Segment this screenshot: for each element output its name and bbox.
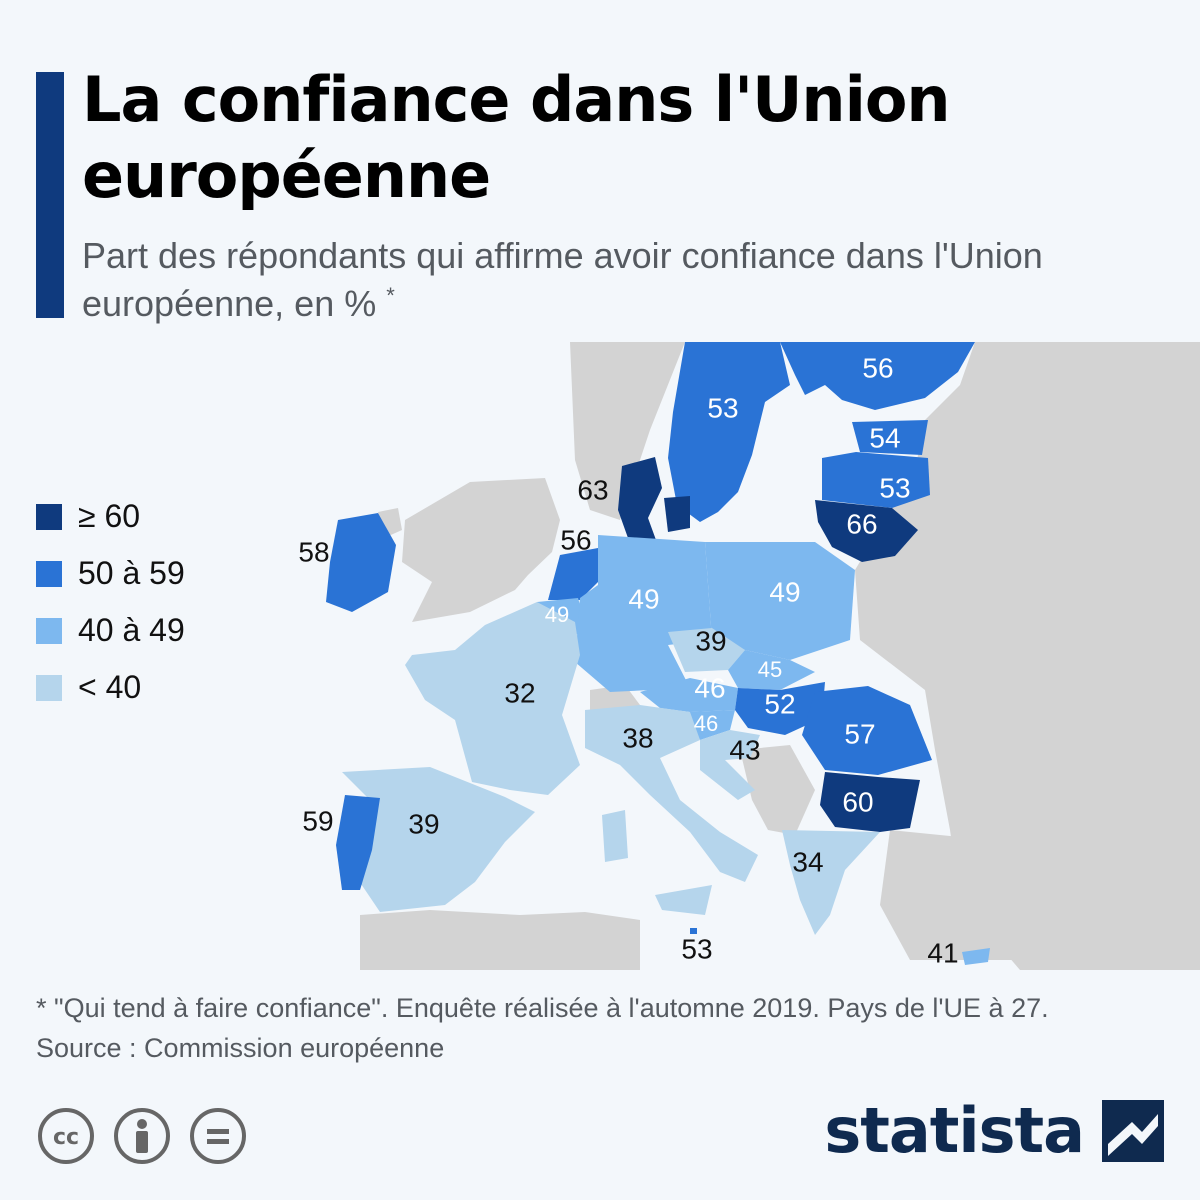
country-lithuania xyxy=(815,500,918,562)
country-bulgaria xyxy=(820,772,920,832)
country-italy xyxy=(585,705,758,882)
map-value-label: 49 xyxy=(769,576,800,607)
country-austria xyxy=(640,678,738,712)
country-sicily xyxy=(655,885,712,915)
country-czechia xyxy=(668,628,745,672)
country-croatia xyxy=(700,730,760,800)
source-text: Source : Commission européenne xyxy=(36,1033,445,1063)
map-value-label: 66 xyxy=(846,508,877,539)
statista-brand[interactable]: statista xyxy=(824,1094,1164,1167)
country-sweden xyxy=(668,342,790,522)
map-value-label: 39 xyxy=(408,808,439,839)
map-value-label: 49 xyxy=(545,602,569,627)
country-germany xyxy=(575,535,712,692)
map-value-label: 52 xyxy=(764,688,795,719)
country-netherlands xyxy=(548,548,598,600)
legend-label: 50 à 59 xyxy=(78,555,185,591)
legend-item: ≥ 60 xyxy=(36,488,185,545)
legend-item: 50 à 59 xyxy=(36,545,185,602)
country-denmark-islands xyxy=(664,496,690,532)
map-value-label: 39 xyxy=(695,625,726,656)
footnote: * "Qui tend à faire confiance". Enquête … xyxy=(36,988,1176,1068)
map-value-label: 58 xyxy=(298,536,329,567)
country-france xyxy=(405,602,580,795)
attribution-icon[interactable] xyxy=(112,1106,172,1166)
map-value-label: 59 xyxy=(302,805,333,836)
cc-icon[interactable]: cc xyxy=(36,1106,96,1166)
svg-text:cc: cc xyxy=(53,1125,79,1150)
map-value-label: 32 xyxy=(504,677,535,708)
page-subtitle: Part des répondants qui affirme avoir co… xyxy=(82,232,1082,328)
legend-item: 40 à 49 xyxy=(36,602,185,659)
map-value-label: 54 xyxy=(869,422,900,453)
footnote-text: * "Qui tend à faire confiance". Enquête … xyxy=(36,993,1049,1023)
map-value-label: 56 xyxy=(560,524,591,555)
legend-swatch xyxy=(36,503,62,530)
country-portugal xyxy=(336,795,380,890)
map-value-label: 53 xyxy=(879,472,910,503)
legend-label: 40 à 49 xyxy=(78,612,185,648)
legend-label: ≥ 60 xyxy=(78,498,141,534)
legend-item: < 40 xyxy=(36,659,185,716)
map-value-label: 38 xyxy=(622,722,653,753)
statista-logo-icon xyxy=(1102,1099,1164,1162)
page-title: La confiance dans l'Union européenne xyxy=(82,63,951,212)
brand-name: statista xyxy=(824,1094,1085,1167)
country-cyprus xyxy=(962,948,990,965)
country-ireland xyxy=(326,513,396,612)
country-latvia xyxy=(822,452,930,508)
country-greece xyxy=(782,830,880,935)
country-finland xyxy=(780,342,975,410)
country-denmark xyxy=(618,457,662,540)
country-poland xyxy=(705,542,855,660)
map-value-label: 57 xyxy=(844,718,875,749)
map-value-label: 41 xyxy=(927,937,958,968)
map-value-label: 43 xyxy=(729,734,760,765)
country-sardinia xyxy=(602,810,628,862)
map-value-label: 60 xyxy=(842,786,873,817)
title-accent-bar xyxy=(36,72,64,318)
non-eu-land xyxy=(360,342,1200,970)
map-value-label: 56 xyxy=(862,352,893,383)
map-value-label: 53 xyxy=(681,933,712,964)
legend-swatch xyxy=(36,560,62,587)
map-value-label: 46 xyxy=(694,711,718,736)
legend-swatch xyxy=(36,617,62,644)
country-malta xyxy=(690,928,697,934)
no-derivatives-icon[interactable] xyxy=(188,1106,248,1166)
map-value-label: 45 xyxy=(758,657,782,682)
map-value-label: 49 xyxy=(628,583,659,614)
subtitle-footnote-mark: * xyxy=(386,283,395,308)
country-estonia xyxy=(852,420,928,455)
country-spain xyxy=(342,767,535,912)
license-icons: cc xyxy=(36,1106,248,1166)
legend-label: < 40 xyxy=(78,669,142,705)
country-hungary xyxy=(735,682,825,735)
map-value-label: 34 xyxy=(792,846,823,877)
subtitle-text: Part des répondants qui affirme avoir co… xyxy=(82,235,1043,324)
country-romania xyxy=(802,686,932,775)
eu-countries xyxy=(326,342,990,965)
legend-swatch xyxy=(36,674,62,701)
map-value-label: 63 xyxy=(577,474,608,505)
map-value-label: 53 xyxy=(707,392,738,423)
country-slovenia xyxy=(688,710,735,740)
map-legend: ≥ 60 50 à 59 40 à 49 < 40 xyxy=(36,488,185,716)
country-slovakia xyxy=(728,650,815,690)
map-value-label: 46 xyxy=(694,672,725,703)
